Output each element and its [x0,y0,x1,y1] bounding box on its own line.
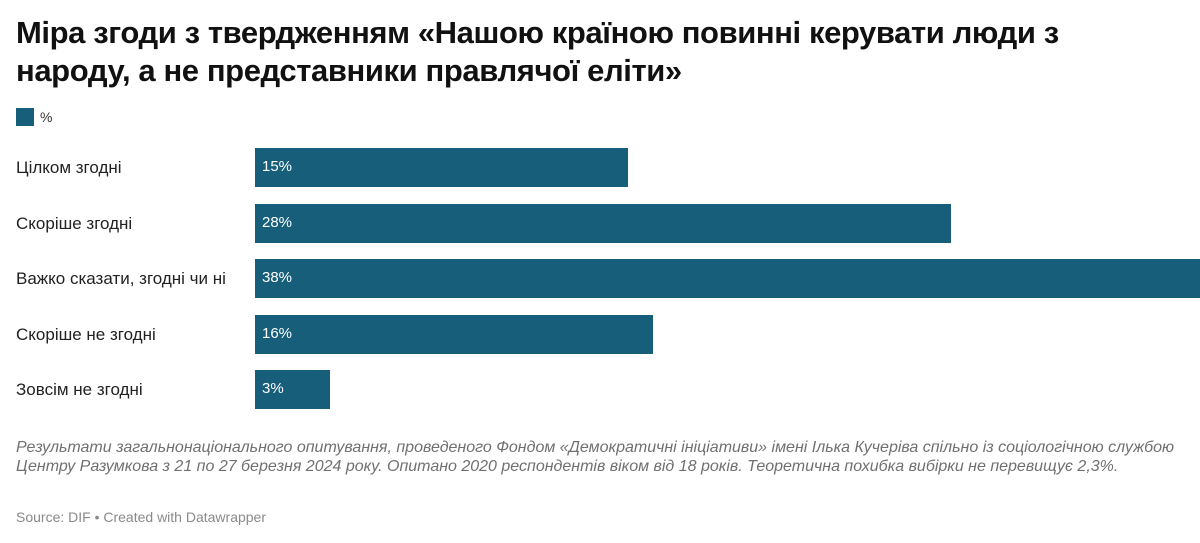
bar-value-label: 38% [262,269,293,287]
bar-value-label: 15% [262,158,293,175]
bar-value-label: 16% [262,324,293,342]
bar [255,314,653,354]
category-label: Скоріше згодні [16,213,133,233]
category-label: Скоріше не згодні [16,324,156,344]
chart-notes: Результати загальнонаціонального опитува… [16,439,1175,475]
bar [255,148,628,187]
legend: % [16,108,52,126]
legend-label: % [40,109,53,125]
bar-value-label: 3% [262,380,284,398]
bar [255,203,951,243]
category-label: Зовсім не згодні [16,380,143,400]
bar [255,370,330,410]
bar [255,259,1200,299]
category-label: Важко сказати, згодні чи ні [16,269,226,289]
chart-source: Source: DIF • Created with Datawrapper [16,509,267,525]
bar-value-label: 28% [262,213,293,231]
category-label: Цілком згодні [16,158,122,177]
legend-swatch [16,108,34,126]
chart-title: Міра згоди з твердженням «Нашою країною … [16,15,1059,88]
bar-chart: Цілком згодні 15% Скоріше згодні 28% Важко с… [0,140,1200,420]
